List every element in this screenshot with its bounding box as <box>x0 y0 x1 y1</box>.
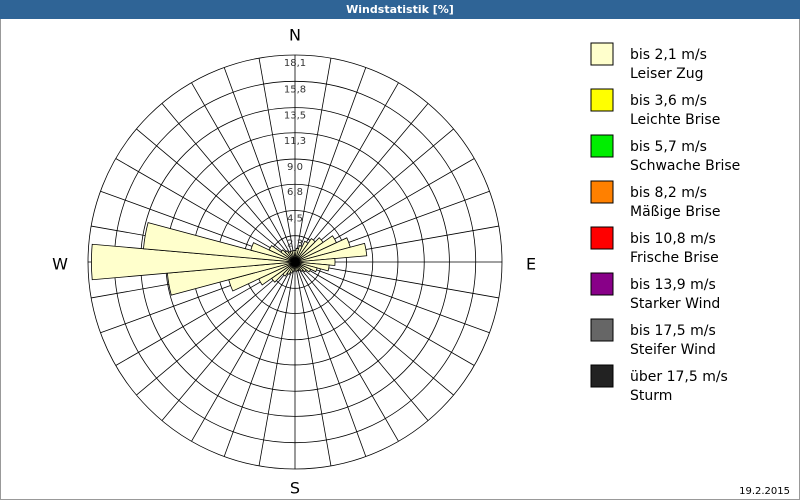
legend-swatch <box>590 42 614 66</box>
legend-range: bis 13,9 m/s <box>630 277 716 293</box>
grid-spoke <box>294 67 367 263</box>
grid-spoke <box>115 158 296 263</box>
legend-range: bis 5,7 m/s <box>630 139 707 155</box>
wind-sector <box>294 242 368 263</box>
ring-label: 4,5 <box>287 214 303 225</box>
date: 19.2.2015 <box>739 486 790 497</box>
legend-name: Frische Brise <box>630 250 719 266</box>
legend-name: Mäßige Brise <box>630 204 720 220</box>
legend-name: Schwache Brise <box>630 158 740 174</box>
dir-w: W <box>52 255 68 274</box>
grid-spoke <box>294 261 332 466</box>
grid-spoke <box>294 261 490 334</box>
grid-spoke <box>294 261 399 442</box>
legend-swatch <box>590 134 614 158</box>
title-bar <box>0 0 800 19</box>
grid-spoke <box>191 82 296 263</box>
grid-spoke <box>223 67 296 263</box>
dir-e: E <box>526 255 536 274</box>
ring-label: 15,8 <box>284 84 306 95</box>
ring-label: 18,1 <box>284 58 306 69</box>
dir-s: S <box>290 479 300 498</box>
wind-sector <box>291 250 296 263</box>
ring-label: 11,3 <box>284 136 306 147</box>
grid-spoke <box>223 261 296 457</box>
legend-range: bis 2,1 m/s <box>630 47 707 63</box>
grid-spoke <box>294 261 454 396</box>
legend-swatch <box>590 88 614 112</box>
legend-swatch <box>590 364 614 388</box>
dir-n: N <box>289 26 301 45</box>
ring-label: 6,8 <box>287 187 303 198</box>
ring-label: 13,5 <box>284 111 306 122</box>
legend-swatch <box>590 272 614 296</box>
grid-spoke <box>258 261 296 466</box>
grid-spoke <box>294 261 429 421</box>
grid-spoke <box>136 261 296 396</box>
legend-range: bis 3,6 m/s <box>630 93 707 109</box>
grid-spoke <box>161 261 296 421</box>
grid-spoke <box>294 261 475 366</box>
grid-spoke <box>161 103 296 263</box>
legend-swatch <box>590 226 614 250</box>
legend-range: über 17,5 m/s <box>630 369 728 385</box>
grid-spoke <box>258 58 296 263</box>
grid-spoke <box>294 82 399 263</box>
chart-title: Windstatistik [%] <box>346 3 454 16</box>
grid-spoke <box>191 261 296 442</box>
legend-name: Sturm <box>630 388 672 404</box>
legend-swatch <box>590 318 614 342</box>
legend-name: Leichte Brise <box>630 112 720 128</box>
legend-name: Starker Wind <box>630 296 720 312</box>
ring-label: 9,0 <box>287 162 303 173</box>
ring-label: 2,3 <box>287 239 303 250</box>
legend-name: Leiser Zug <box>630 66 704 82</box>
legend-range: bis 17,5 m/s <box>630 323 716 339</box>
grid-spoke <box>136 128 296 263</box>
legend-range: bis 8,2 m/s <box>630 185 707 201</box>
grid-spoke <box>294 103 429 263</box>
wind-sector <box>294 258 336 266</box>
legend-range: bis 10,8 m/s <box>630 231 716 247</box>
wind-sector <box>91 243 296 281</box>
grid-spoke <box>294 58 332 263</box>
legend-name: Steifer Wind <box>630 342 716 358</box>
legend-swatch <box>590 180 614 204</box>
grid-spoke <box>294 261 367 457</box>
